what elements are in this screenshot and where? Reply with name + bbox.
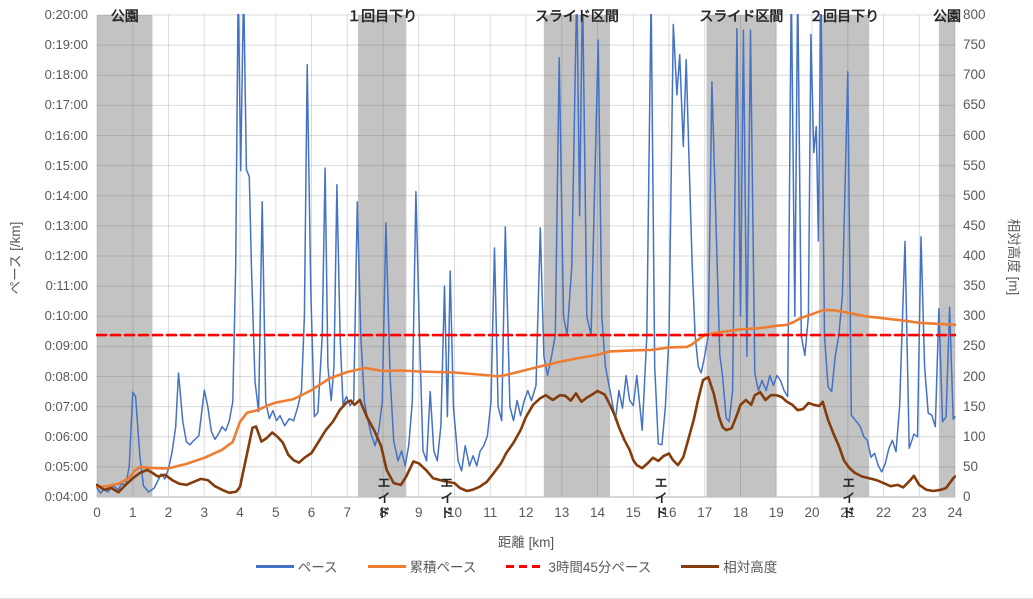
- band-label: スライド区間: [699, 8, 784, 24]
- y-right-tick-label: 450: [963, 217, 986, 233]
- legend-line-swatch: [367, 564, 406, 568]
- y-right-tick-label: 200: [963, 368, 986, 384]
- x-tick-label: 18: [732, 505, 749, 520]
- x-tick-label: 2: [164, 505, 173, 520]
- legend-item-1[interactable]: 累積ペース: [367, 556, 477, 576]
- y-axis-title-pace: ペース [/km]: [8, 221, 23, 295]
- x-tick-label: 12: [518, 505, 534, 520]
- x-tick-label: 1: [128, 505, 137, 520]
- x-tick-label: 17: [697, 505, 713, 520]
- y-right-tick-label: 550: [963, 157, 986, 173]
- y-left-tick-label: 0:12:00: [44, 248, 88, 263]
- band-label: 公園: [110, 8, 139, 24]
- aid-station-label: エイド: [840, 476, 856, 521]
- y-right-tick-label: 650: [963, 97, 986, 113]
- legend-line-swatch: [506, 564, 545, 568]
- x-tick-label: 8: [379, 505, 387, 520]
- y-right-tick-label: 750: [963, 37, 986, 53]
- section-band: [938, 15, 955, 497]
- x-tick-label: 14: [589, 505, 606, 520]
- series-line-0: [96, 14, 956, 494]
- x-tick-label: 13: [554, 505, 570, 520]
- x-tick-label: 16: [661, 505, 677, 520]
- x-tick-label: 6: [307, 505, 316, 520]
- aid-station-label: エイド: [652, 476, 668, 521]
- y-right-tick-label: 0: [963, 489, 971, 504]
- y-right-tick-label: 350: [963, 278, 986, 294]
- x-tick-label: 10: [446, 505, 463, 520]
- x-tick-label: 21: [840, 505, 856, 520]
- y-left-tick-label: 0:15:00: [44, 157, 88, 173]
- y-left-tick-label: 0:13:00: [44, 217, 88, 233]
- x-tick-label: 5: [271, 505, 280, 520]
- y-left-tick-label: 0:06:00: [44, 428, 88, 444]
- y-left-tick-label: 0:09:00: [44, 338, 88, 354]
- chart-legend: ペース 累積ペース 3時間45分ペース 相対高度: [0, 556, 1033, 576]
- legend-line-swatch: [681, 564, 720, 568]
- y-left-tick-label: 0:19:00: [44, 37, 88, 53]
- aid-station-label: エイド: [438, 476, 454, 521]
- x-tick-label: 23: [911, 505, 927, 520]
- y-left-tick-label: 0:11:00: [45, 278, 88, 294]
- x-axis-title-distance: 距離 [km]: [497, 535, 555, 550]
- y-right-tick-label: 800: [963, 7, 986, 22]
- y-left-tick-label: 0:08:00: [44, 368, 88, 384]
- y-right-tick-label: 700: [963, 67, 986, 83]
- y-right-tick-label: 50: [963, 458, 979, 474]
- x-tick-label: 0: [93, 505, 101, 520]
- legend-line-swatch: [255, 564, 294, 568]
- y-right-tick-label: 250: [963, 338, 986, 354]
- x-tick-label: 7: [343, 505, 351, 520]
- y-left-tick-label: 0:17:00: [44, 97, 88, 113]
- y-right-tick-label: 600: [963, 127, 986, 143]
- y-right-tick-label: 500: [963, 187, 986, 203]
- x-tick-label: 20: [804, 505, 820, 520]
- x-tick-label: 4: [236, 505, 244, 520]
- legend-item-2[interactable]: 3時間45分ペース: [506, 556, 651, 576]
- band-label: スライド区間: [534, 8, 619, 24]
- x-tick-label: 22: [875, 505, 892, 520]
- y-left-tick-label: 0:14:00: [44, 187, 88, 203]
- y-right-tick-label: 150: [963, 398, 986, 414]
- y-left-tick-label: 0:04:00: [44, 489, 88, 504]
- band-label: １回目下り: [347, 8, 418, 24]
- y-axis-title-altitude: 相対高度 [m]: [1006, 218, 1021, 296]
- y-left-tick-label: 0:05:00: [44, 458, 88, 474]
- band-label: ２回目下り: [809, 8, 880, 24]
- series-line-3: [96, 375, 956, 495]
- legend-label: 3時間45分ペース: [548, 560, 652, 575]
- y-left-tick-label: 0:07:00: [44, 398, 88, 414]
- legend-item-3[interactable]: 相対高度: [681, 556, 777, 576]
- x-tick-label: 3: [200, 505, 208, 520]
- series-line-1: [96, 308, 956, 489]
- x-tick-label: 24: [947, 505, 963, 520]
- y-left-tick-label: 0:10:00: [44, 308, 88, 324]
- x-tick-label: 19: [768, 505, 784, 520]
- x-tick-label: 15: [625, 505, 641, 520]
- y-right-tick-label: 400: [963, 248, 986, 263]
- y-left-tick-label: 0:16:00: [44, 127, 88, 143]
- y-left-tick-label: 0:18:00: [44, 67, 88, 83]
- y-right-tick-label: 100: [963, 428, 986, 444]
- aid-station-label: エイド: [375, 476, 391, 521]
- legend-label: 相対高度: [723, 560, 778, 575]
- legend-label: ペース: [297, 560, 338, 575]
- x-tick-label: 11: [483, 505, 498, 520]
- y-right-tick-label: 300: [963, 308, 986, 324]
- section-band: [97, 15, 153, 497]
- y-left-tick-label: 0:20:00: [44, 7, 88, 22]
- band-label: 公園: [932, 8, 961, 24]
- legend-label: 累積ペース: [409, 560, 477, 575]
- legend-item-0[interactable]: ペース: [255, 556, 338, 576]
- x-tick-label: 9: [414, 505, 423, 520]
